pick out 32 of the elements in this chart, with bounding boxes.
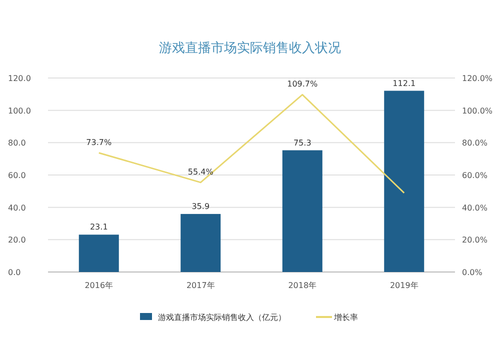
legend-label: 增长率 bbox=[333, 313, 358, 322]
y-tick-label: 100.0 bbox=[8, 106, 31, 116]
y2-tick-label: 80.0% bbox=[462, 138, 488, 148]
x-tick-label: 2019年 bbox=[390, 281, 418, 290]
data-label: 55.4% bbox=[188, 167, 214, 176]
y-tick-label: 0.0 bbox=[8, 268, 21, 277]
y2-tick-label: 0.0% bbox=[462, 268, 483, 277]
y2-tick-label: 100.0% bbox=[462, 106, 493, 116]
data-label: 23.1 bbox=[90, 222, 108, 232]
x-tick-label: 2018年 bbox=[288, 281, 317, 290]
data-label: 75.3 bbox=[293, 138, 312, 148]
data-label: 35.9 bbox=[192, 202, 210, 211]
data-label: 109.7% bbox=[287, 80, 318, 89]
legend-label: 游戏直播市场实际销售收入（亿元） bbox=[158, 313, 286, 322]
y2-tick-label: 120.0% bbox=[462, 74, 493, 83]
y-tick-label: 80.0 bbox=[8, 138, 26, 148]
y-tick-label: 40.0 bbox=[8, 203, 26, 212]
bar bbox=[282, 150, 322, 272]
data-label: 112.1 bbox=[392, 78, 416, 88]
chart-title: 游戏直播市场实际销售收入状况 bbox=[159, 41, 341, 56]
bar bbox=[384, 90, 424, 272]
y2-tick-label: 60.0% bbox=[462, 171, 488, 180]
data-label: 73.7% bbox=[86, 138, 112, 147]
y-tick-label: 60.0 bbox=[8, 171, 26, 180]
x-tick-label: 2017年 bbox=[186, 281, 215, 290]
y-tick-label: 120.0 bbox=[8, 74, 31, 83]
bar bbox=[180, 214, 221, 272]
bar bbox=[78, 234, 119, 272]
y2-tick-label: 20.0% bbox=[462, 236, 488, 245]
y2-tick-label: 40.0% bbox=[462, 203, 488, 212]
y-tick-label: 20.0 bbox=[8, 236, 26, 245]
x-tick-label: 2016年 bbox=[84, 281, 114, 290]
